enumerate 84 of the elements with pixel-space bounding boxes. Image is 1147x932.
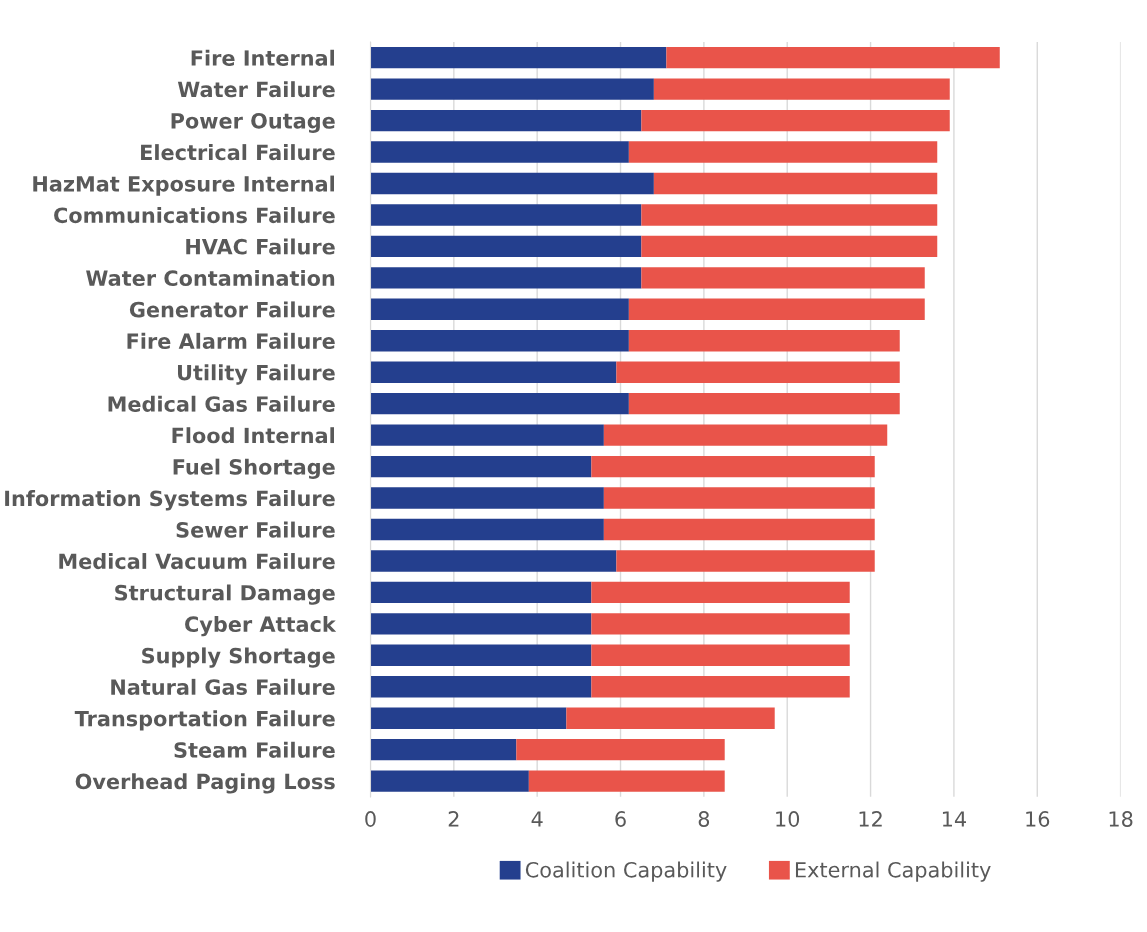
bar (370, 518, 604, 541)
bar (370, 550, 617, 572)
y-tick-label: Power Outage (171, 112, 335, 133)
y-tick-label: Water Failure (177, 81, 335, 98)
bar (641, 235, 938, 258)
y-tick-label: Flood Internal (172, 427, 335, 444)
bar (591, 455, 875, 478)
y-tick-label: Structural Damage (115, 584, 335, 605)
bar (370, 330, 629, 352)
bar (370, 267, 642, 289)
bar (628, 392, 900, 415)
y-tick-label: Natural Gas Failure (111, 678, 335, 695)
bar (370, 581, 592, 604)
x-tick-label: 10 (776, 811, 800, 827)
bar (566, 707, 775, 729)
bar (370, 204, 642, 226)
x-tick-label: 14 (942, 811, 967, 827)
bar (370, 392, 629, 415)
bar (528, 770, 725, 792)
bar (603, 487, 875, 509)
x-tick-label: 18 (1109, 811, 1133, 827)
y-tick-label: Transportation Failure (74, 710, 335, 731)
bar (370, 109, 642, 132)
x-tick-label: 12 (859, 811, 882, 827)
x-tick-label: 0 (365, 811, 376, 827)
bar (370, 676, 592, 698)
bar (370, 424, 604, 446)
y-tick-label: Electrical Failure (141, 144, 335, 161)
bar (591, 644, 850, 667)
bar (370, 644, 592, 667)
y-tick-label: Utility Failure (178, 364, 335, 385)
bar (370, 298, 629, 320)
bar (370, 613, 592, 635)
y-tick-label: Generator Failure (129, 301, 335, 318)
bar (641, 267, 925, 289)
x-tick-label: 4 (531, 811, 543, 827)
legend-label: Coalition Capability (525, 861, 727, 882)
bar (616, 550, 875, 572)
bar (628, 141, 938, 163)
bar (666, 46, 1000, 69)
bar (591, 676, 850, 698)
y-tick-label: Overhead Paging Loss (75, 773, 335, 794)
bar (641, 109, 950, 132)
bar (370, 172, 654, 195)
x-tick-label: 16 (1026, 811, 1050, 827)
y-tick-label: Information Systems Failure (5, 490, 335, 511)
bar (653, 172, 938, 195)
bar (370, 707, 567, 729)
y-tick-label: Medical Gas Failure (108, 395, 335, 412)
bar (370, 78, 654, 100)
bar (653, 78, 950, 100)
bar (370, 738, 517, 761)
x-tick-label: 6 (615, 811, 626, 827)
bar (370, 235, 642, 258)
y-tick-label: Communications Failure (54, 207, 335, 224)
x-tick-label: 2 (448, 811, 459, 827)
bar (370, 487, 604, 509)
y-tick-label: Fire Alarm Failure (127, 332, 335, 349)
y-tick-label: Cyber Attack (185, 615, 337, 637)
bar (616, 361, 900, 383)
y-tick-label: Sewer Failure (176, 521, 335, 538)
bar (370, 141, 629, 163)
y-tick-label: Water Contamination (86, 269, 335, 287)
bar (370, 770, 529, 792)
y-tick-label: Fuel Shortage (173, 458, 335, 479)
bar (516, 738, 725, 761)
y-tick-label: Steam Failure (174, 741, 335, 758)
bar (641, 204, 938, 226)
bar (370, 455, 592, 478)
bar (591, 581, 850, 604)
bar (603, 424, 888, 446)
bar (591, 613, 850, 635)
y-tick-label: HazMat Exposure Internal (33, 175, 335, 196)
bar (628, 298, 925, 320)
legend-label: External Capability (795, 861, 991, 882)
y-tick-label: HVAC Failure (186, 238, 335, 255)
bar (370, 46, 667, 69)
y-tick-label: Fire Internal (191, 49, 335, 66)
bar (370, 361, 617, 383)
bar (628, 330, 900, 352)
x-tick-label: 8 (698, 811, 710, 827)
bar (603, 518, 875, 541)
y-tick-label: Supply Shortage (142, 647, 335, 668)
y-tick-label: Medical Vacuum Failure (59, 553, 335, 570)
